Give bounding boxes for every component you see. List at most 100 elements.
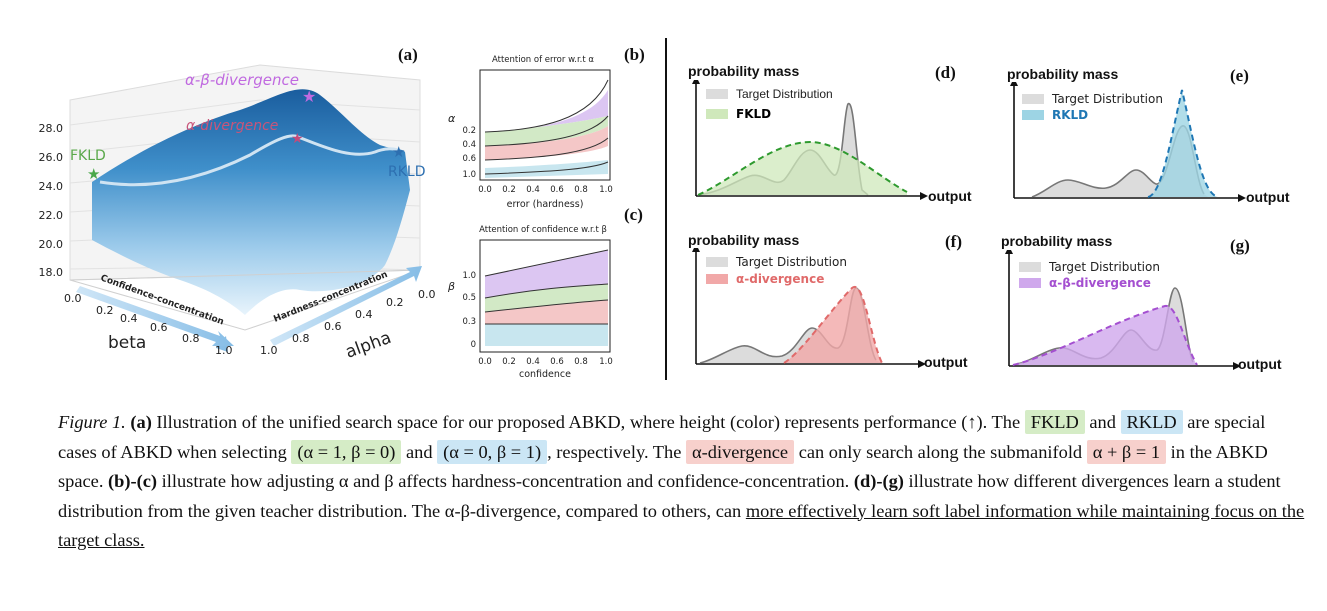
alpha-beta-divergence-star-icon: ★ xyxy=(302,87,316,106)
beta-axis-label: beta xyxy=(108,333,146,353)
panel-g-ylabel: probability mass xyxy=(1001,233,1113,249)
beta-tick: 0.0 xyxy=(64,292,82,305)
alpha-tick: 0.4 xyxy=(355,308,373,321)
panel-c-plot: Attention of confidence w.r.t β β 1.0 0.… xyxy=(447,225,613,380)
panel-g-label: (g) xyxy=(1230,236,1250,255)
caption-text: , respectively. The xyxy=(547,441,686,462)
caption-alpha-divergence-highlight: α-divergence xyxy=(686,439,795,464)
caption-text: illustrate how different divergences lea… xyxy=(58,471,1281,521)
panel-a-label: (a) xyxy=(398,45,418,64)
caption-fkld-highlight: FKLD xyxy=(1024,410,1085,434)
panel-b-xtick: 0.2 xyxy=(502,185,516,195)
band xyxy=(485,116,608,146)
z-tick: 22.0 xyxy=(39,209,64,222)
caption-underlined-text: more effectively learn soft label inform… xyxy=(58,500,1305,551)
panel-b-title: Attention of error w.r.t α xyxy=(492,55,594,65)
beta-tick: 0.8 xyxy=(182,332,200,345)
z-tick: 26.0 xyxy=(39,151,64,164)
panel-c-label: (c) xyxy=(624,205,643,224)
panel-b-ylabel: α xyxy=(448,112,456,125)
panel-b-label: (b) xyxy=(624,45,645,64)
z-tick: 24.0 xyxy=(39,180,64,193)
alpha-divergence-star-icon: ★ xyxy=(291,131,304,147)
figure-caption: Figure 1. (a) Illustration of the unifie… xyxy=(58,408,1308,556)
panel-c-title: Attention of confidence w.r.t β xyxy=(479,225,607,235)
caption-text: in the ABKD space. xyxy=(58,441,1268,492)
panel-f-plot: Target Distribution α-divergence xyxy=(692,248,926,368)
z-tick: 18.0 xyxy=(39,266,64,279)
caption-eq-highlight: (α = 0, β = 1) xyxy=(437,439,548,464)
beta-tick: 0.6 xyxy=(150,321,168,334)
panel-e-plot: Target Distribution RKLD xyxy=(1010,82,1246,202)
panel-c-xtick: 0.2 xyxy=(502,357,516,367)
legend-method-label: FKLD xyxy=(736,107,771,121)
alpha-tick: 0.6 xyxy=(324,320,342,333)
legend-target-label: Target Distribution xyxy=(735,255,847,269)
panel-c-ylabel: β xyxy=(447,280,455,293)
caption-eq-highlight: α + β = 1 xyxy=(1086,439,1167,464)
hardness-arrow xyxy=(270,266,422,346)
rkld-star-icon: ★ xyxy=(392,143,405,161)
panel-b-xtick: 0.0 xyxy=(478,185,492,195)
panel-g-xlabel: output xyxy=(1238,356,1282,372)
panel-b-ytick: 1.0 xyxy=(462,170,476,180)
panel-d-plot: Target Distribution FKLD xyxy=(692,80,928,200)
panel-b-xtick: 0.6 xyxy=(550,185,564,195)
panel-e-ylabel: probability mass xyxy=(1007,66,1119,82)
panel-c-ytick: 0 xyxy=(471,340,476,350)
z-tick: 28.0 xyxy=(39,122,64,135)
legend-target-label: Target Distribution xyxy=(1051,92,1163,106)
beta-tick: 0.2 xyxy=(96,304,114,317)
alpha-tick: 0.8 xyxy=(292,332,310,345)
alpha-divergence-submanifold xyxy=(99,134,399,187)
panel-d-ylabel: probability mass xyxy=(688,63,800,79)
legend-method-label: α-β-divergence xyxy=(1049,276,1151,290)
legend-target-label: Target Distribution xyxy=(1048,260,1160,274)
panel-b-ytick: 0.2 xyxy=(462,126,476,136)
panel-g-plot: Target Distribution α-β-divergence xyxy=(1005,250,1241,370)
rkld-point-label: RKLD xyxy=(388,164,426,180)
caption-figure-number: Figure 1. xyxy=(58,412,126,432)
caption-text: Illustration of the unified search space… xyxy=(151,412,1025,432)
band xyxy=(485,160,608,178)
divider xyxy=(665,38,667,380)
panel-b-plot: Attention of error w.r.t α α 0.2 0.4 0.6… xyxy=(448,55,613,210)
panel-b-xtick: 1.0 xyxy=(599,185,613,195)
panel-e-label: (e) xyxy=(1230,66,1249,85)
alpha-tick: 0.0 xyxy=(418,288,436,301)
beta-tick: 0.4 xyxy=(120,312,138,325)
caption-text: are special cases of ABKD when selecting xyxy=(58,412,1266,462)
panel-f-label: (f) xyxy=(945,232,962,251)
fkld-star-icon: ★ xyxy=(87,165,100,183)
alpha-tick: 1.0 xyxy=(260,344,278,357)
panel-f-ylabel: probability mass xyxy=(688,232,800,248)
z-tick: 20.0 xyxy=(39,238,64,251)
alpha-divergence-point-label: α-divergence xyxy=(186,118,278,134)
caption-text: and xyxy=(1084,412,1121,432)
panel-c-xtick: 1.0 xyxy=(599,357,613,367)
alpha-beta-divergence-point-label: α-β-divergence xyxy=(185,71,299,89)
panel-f-xlabel: output xyxy=(924,354,968,370)
panel-c-ytick: 1.0 xyxy=(462,271,476,281)
panel-c-xtick: 0.0 xyxy=(478,357,492,367)
fkld-point-label: FKLD xyxy=(70,148,106,164)
panel-c-ytick: 0.5 xyxy=(462,293,476,303)
caption-text: and xyxy=(401,441,438,462)
panel-b-xtick: 0.4 xyxy=(526,185,540,195)
panel-c-xlabel: confidence xyxy=(519,369,571,380)
caption-text: can only search along the submanifold xyxy=(794,441,1087,462)
panel-b-xtick: 0.8 xyxy=(574,185,588,195)
panel-b-ytick: 0.6 xyxy=(462,154,476,164)
panel-b-ytick: 0.4 xyxy=(462,140,476,150)
caption-panel-ref: (d)-(g) xyxy=(853,471,904,491)
panel-d-label: (d) xyxy=(935,63,956,82)
band xyxy=(485,284,608,312)
legend-target-label: Target Distribution xyxy=(736,87,833,101)
panel-b-xlabel: error (hardness) xyxy=(507,199,584,210)
alpha-tick: 0.2 xyxy=(386,296,404,309)
panel-c-xtick: 0.6 xyxy=(550,357,564,367)
band xyxy=(485,324,608,346)
panel-e-xlabel: output xyxy=(1246,189,1290,205)
panel-a-surface-plot: 28.0 26.0 24.0 22.0 20.0 18.0 Confidence… xyxy=(39,64,436,363)
panel-d-xlabel: output xyxy=(928,188,972,204)
